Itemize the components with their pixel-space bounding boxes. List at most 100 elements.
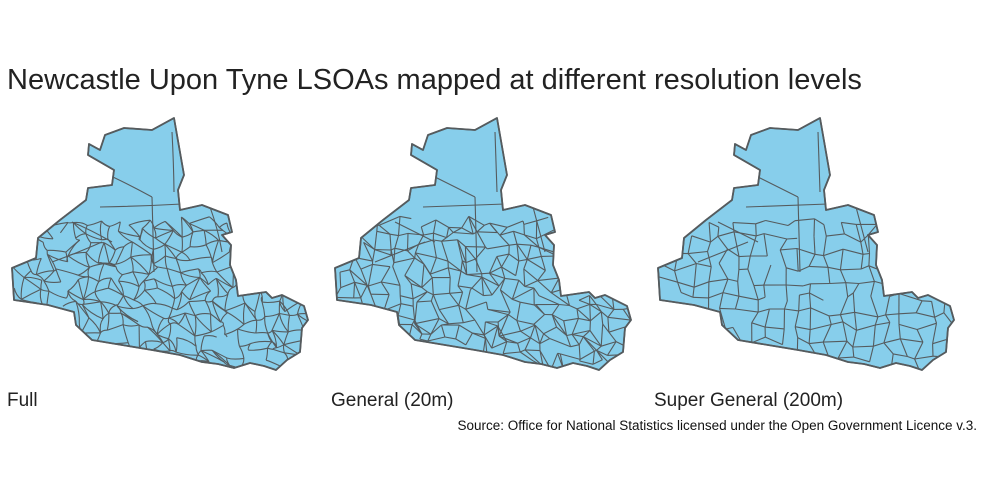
lsoa-boundary-line (211, 301, 222, 323)
lsoa-boundary-line (297, 313, 308, 316)
lsoa-boundary-line (59, 222, 69, 234)
lsoa-boundary-line (481, 272, 490, 275)
lsoa-boundary-line (485, 301, 489, 310)
lsoa-boundary-line (841, 221, 857, 225)
lsoa-boundary-line (339, 269, 350, 273)
lsoa-boundary-line (167, 323, 172, 339)
lsoa-boundary-line (460, 260, 463, 272)
lsoa-boundary-line (476, 231, 486, 248)
lsoa-boundary-line (414, 318, 440, 325)
lsoa-boundary-line (432, 219, 437, 234)
lsoa-boundary-line (399, 215, 412, 220)
lsoa-boundary-line (224, 302, 246, 312)
lsoa-boundary-line (535, 304, 546, 315)
lsoa-boundary-line (153, 278, 158, 289)
lsoa-boundary-line (177, 312, 186, 325)
lsoa-boundary-line (539, 333, 545, 344)
lsoa-boundary-line (779, 249, 787, 268)
lsoa-boundary-line (465, 308, 476, 321)
lsoa-boundary-line (472, 332, 486, 339)
lsoa-boundary-line (737, 281, 740, 297)
lsoa-boundary-line (394, 221, 436, 243)
lsoa-boundary-line (212, 251, 230, 264)
lsoa-boundary-line (200, 272, 209, 285)
lsoa-boundary-line (360, 263, 373, 270)
lsoa-boundary-line (786, 237, 798, 240)
lsoa-boundary-line (497, 325, 500, 337)
lsoa-boundary-line (516, 302, 521, 321)
lsoa-boundary-line (520, 301, 535, 306)
lsoa-boundary-line (823, 248, 844, 257)
panel-label-full: Full (7, 390, 38, 411)
lsoa-boundary-line (399, 295, 402, 304)
lsoa-boundary-line (708, 278, 728, 283)
lsoa-boundary-line (164, 244, 167, 256)
lsoa-boundary-line (133, 305, 144, 310)
lsoa-boundary-line (498, 335, 518, 344)
lsoa-boundary-line (464, 246, 467, 263)
lsoa-boundary-line (533, 287, 540, 297)
lsoa-boundary-line (172, 307, 178, 311)
lsoa-boundary-line (220, 312, 229, 323)
lsoa-boundary-line (809, 341, 824, 345)
lsoa-boundary-line (153, 278, 173, 287)
map-panel-super-general-200m (657, 112, 968, 374)
lsoa-boundary-line (680, 291, 694, 298)
lsoa-boundary-line (368, 281, 382, 287)
lsoa-boundary-line (115, 266, 123, 276)
lsoa-boundary-line (488, 272, 500, 287)
lsoa-boundary-line (100, 301, 117, 306)
lsoa-boundary-line (430, 267, 449, 275)
lsoa-boundary-line (128, 224, 141, 238)
lsoa-boundary-line (223, 361, 230, 366)
lsoa-boundary-line (416, 300, 432, 303)
lsoa-boundary-line (691, 235, 711, 243)
lsoa-boundary-line (534, 324, 544, 335)
lsoa-boundary-line (487, 244, 510, 250)
lsoa-boundary-line (496, 253, 510, 258)
lsoa-boundary-line (589, 303, 602, 313)
lsoa-boundary-line (189, 256, 212, 261)
lsoa-boundary-line (224, 328, 238, 336)
lsoa-boundary-line (733, 231, 740, 257)
lsoa-boundary-line (532, 206, 546, 253)
lsoa-boundary-line (589, 330, 602, 347)
lsoa-boundary-line (400, 303, 414, 307)
lsoa-boundary-line (571, 334, 580, 346)
lsoa-boundary-line (108, 287, 124, 297)
lsoa-boundary-line (883, 322, 891, 344)
lsoa-boundary-line (97, 242, 105, 264)
lsoa-boundary-line (465, 332, 473, 346)
lsoa-boundary-line (157, 287, 175, 300)
lsoa-boundary-line (180, 272, 200, 279)
lsoa-boundary-line (569, 304, 578, 310)
lsoa-boundary-line (523, 268, 539, 282)
lsoa-boundary-line (465, 258, 476, 264)
lsoa-boundary-line (218, 222, 228, 228)
lsoa-boundary-line (758, 308, 770, 313)
lsoa-boundary-line (827, 266, 841, 271)
lsoa-boundary-line (900, 338, 923, 343)
lsoa-boundary-line (934, 312, 945, 318)
lsoa-boundary-line (85, 252, 91, 268)
lsoa-boundary-line (867, 234, 871, 254)
lsoa-boundary-line (448, 226, 462, 229)
lsoa-boundary-line (271, 329, 289, 333)
lsoa-boundary-line (71, 221, 113, 243)
lsoa-boundary-line (390, 249, 395, 263)
lsoa-boundaries (335, 131, 631, 370)
lsoa-boundary-line (845, 282, 849, 297)
lsoa-boundary-line (509, 243, 518, 246)
lsoa-boundary-line (523, 268, 526, 287)
lsoa-boundary-line (551, 314, 564, 322)
lsoa-boundary-line (188, 299, 206, 303)
lsoa-boundary-line (551, 304, 560, 316)
city-outline (334, 117, 632, 371)
lsoa-boundary-line (590, 311, 602, 322)
lsoa-boundary-line (349, 269, 356, 283)
lsoa-boundary-line (506, 220, 524, 228)
lsoa-boundary-line (499, 289, 511, 313)
lsoa-boundary-line (441, 241, 449, 262)
lsoa-boundary-line (914, 358, 922, 370)
lsoa-boundary-line (747, 268, 755, 286)
